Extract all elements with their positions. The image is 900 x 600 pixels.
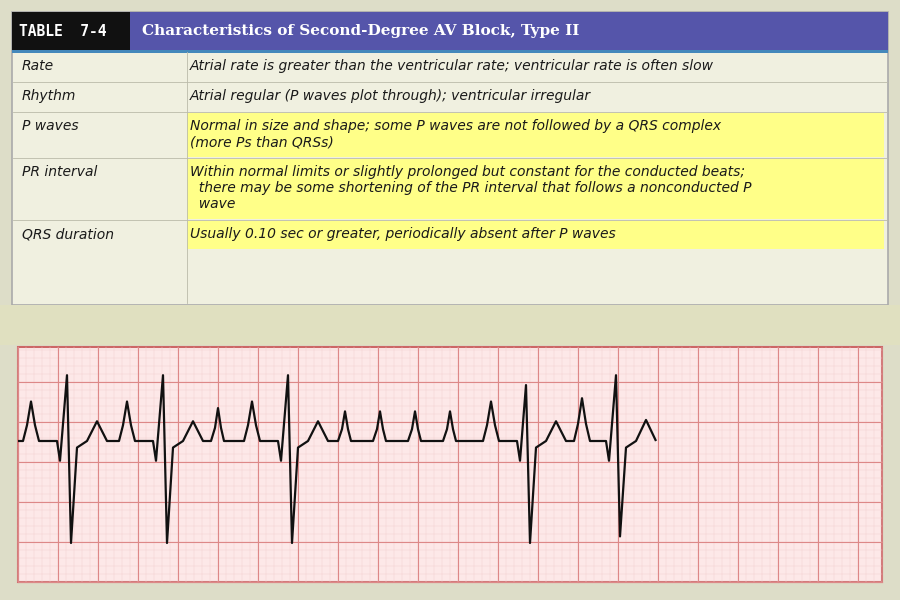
Text: (more Ps than QRSs): (more Ps than QRSs) bbox=[190, 135, 334, 149]
Text: P waves: P waves bbox=[22, 119, 78, 133]
FancyBboxPatch shape bbox=[187, 221, 884, 249]
Text: Atrial regular (P waves plot through); ventricular irregular: Atrial regular (P waves plot through); v… bbox=[190, 89, 591, 103]
FancyBboxPatch shape bbox=[130, 12, 888, 50]
Text: Usually 0.10 sec or greater, periodically absent after P waves: Usually 0.10 sec or greater, periodicall… bbox=[190, 227, 616, 241]
Text: Rate: Rate bbox=[22, 59, 54, 73]
FancyBboxPatch shape bbox=[187, 159, 884, 219]
Text: there may be some shortening of the PR interval that follows a nonconducted P: there may be some shortening of the PR i… bbox=[190, 181, 752, 195]
FancyBboxPatch shape bbox=[18, 347, 882, 582]
FancyBboxPatch shape bbox=[12, 12, 888, 305]
FancyBboxPatch shape bbox=[12, 12, 130, 50]
Text: Atrial rate is greater than the ventricular rate; ventricular rate is often slow: Atrial rate is greater than the ventricu… bbox=[190, 59, 714, 73]
Text: Within normal limits or slightly prolonged but constant for the conducted beats;: Within normal limits or slightly prolong… bbox=[190, 165, 745, 179]
Text: TABLE  7-4: TABLE 7-4 bbox=[19, 23, 106, 38]
Text: Rhythm: Rhythm bbox=[22, 89, 76, 103]
Text: QRS duration: QRS duration bbox=[22, 227, 114, 241]
Text: Characteristics of Second-Degree AV Block, Type II: Characteristics of Second-Degree AV Bloc… bbox=[142, 24, 580, 38]
Text: Normal in size and shape; some P waves are not followed by a QRS complex: Normal in size and shape; some P waves a… bbox=[190, 119, 721, 133]
FancyBboxPatch shape bbox=[12, 50, 888, 53]
FancyBboxPatch shape bbox=[0, 305, 900, 345]
Text: PR interval: PR interval bbox=[22, 165, 97, 179]
Text: wave: wave bbox=[190, 197, 236, 211]
FancyBboxPatch shape bbox=[187, 113, 884, 157]
